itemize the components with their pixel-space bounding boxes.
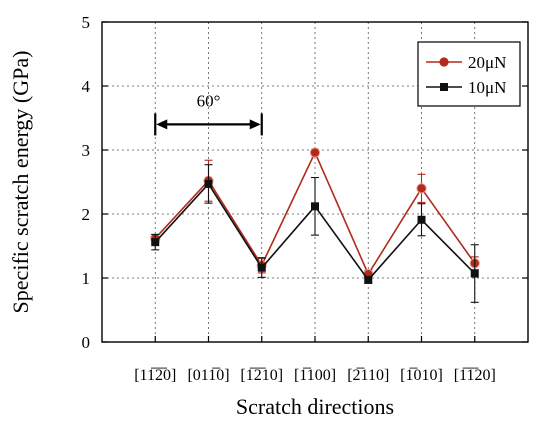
y-tick-label: 3 (82, 141, 91, 160)
legend-marker (439, 57, 449, 67)
y-tick-label: 0 (82, 333, 91, 352)
annotation-arrowhead-right (249, 119, 261, 130)
legend-box (417, 41, 521, 107)
y-tick-label: 5 (82, 13, 91, 32)
angle-annotation: 60° (154, 91, 263, 136)
x-axis-ticks: [11̅2̅0] [011̅0] [1̅2̅10] [1̅100] [2̅110] [1̅… (134, 336, 496, 384)
x-tick-label: [1̅1̅20] (454, 367, 496, 384)
x-tick-label: [1̅100] (294, 367, 336, 384)
data-point (257, 263, 266, 272)
y-tick-label: 4 (82, 77, 91, 96)
legend-label: 20μN (468, 53, 506, 72)
x-axis-title: Scratch directions (236, 394, 394, 419)
y-tick-label: 1 (82, 269, 91, 288)
x-tick-label: [1̅010] (400, 367, 443, 384)
legend: 20μN 10μN (417, 41, 521, 107)
legend-label: 10μN (468, 78, 506, 97)
series-10μN (151, 164, 479, 303)
x-tick-label: [2̅110] (347, 367, 389, 384)
data-point (416, 183, 427, 194)
data-point (311, 202, 319, 211)
data-point (470, 269, 479, 278)
annotation-label: 60° (197, 91, 221, 110)
x-tick-label: [11̅2̅0] (134, 367, 176, 384)
x-tick-label: [1̅2̅10] (240, 367, 283, 384)
annotation-arrowhead-left (156, 119, 168, 130)
y-axis-title: Specific scratch energy (GPa) (8, 51, 33, 314)
data-point (417, 215, 426, 224)
legend-marker (440, 83, 448, 91)
series-layer (150, 147, 480, 303)
data-point (309, 147, 321, 158)
data-point (151, 238, 160, 247)
y-axis-ticks: 0 1 2 3 4 5 (82, 13, 528, 352)
data-point (364, 275, 373, 284)
data-point (204, 179, 213, 188)
x-tick-label: [011̅0] (187, 367, 229, 384)
y-tick-label: 2 (82, 205, 91, 224)
